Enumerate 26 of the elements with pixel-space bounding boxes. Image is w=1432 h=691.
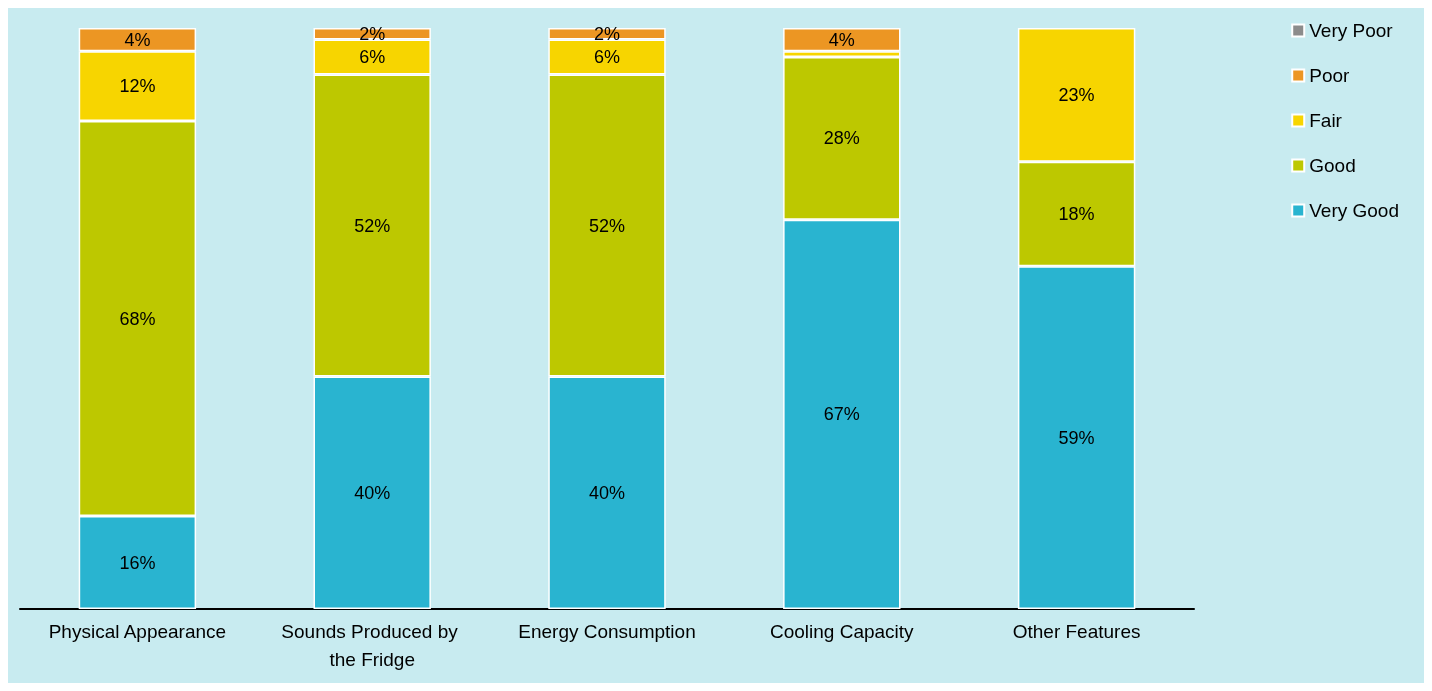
legend-label: Fair: [1309, 110, 1343, 131]
data-label: 68%: [119, 308, 156, 329]
data-label: 52%: [354, 215, 391, 236]
data-label: 12%: [119, 76, 156, 97]
legend-label: Very Good: [1309, 200, 1399, 221]
x-tick-label: Sounds Produced by the Fridge: [281, 620, 464, 670]
legend-label: Very Poor: [1309, 20, 1394, 41]
data-label: 18%: [1058, 203, 1095, 224]
data-label: 28%: [823, 128, 860, 149]
x-tick-label: Physical Appearance: [48, 620, 227, 642]
x-tick-label: Cooling Capacity: [769, 620, 915, 642]
data-label: 40%: [354, 482, 391, 503]
data-label: 4%: [828, 29, 855, 50]
data-label: 16%: [119, 552, 156, 573]
data-label: 23%: [1058, 84, 1095, 105]
data-label: 67%: [823, 404, 860, 425]
data-label: 6%: [359, 47, 386, 68]
legend-label: Poor: [1309, 65, 1351, 86]
x-tick-label: Energy Consumption: [518, 620, 696, 642]
data-label: 40%: [588, 482, 626, 503]
data-label: 59%: [1058, 427, 1095, 448]
legend-label: Good: [1309, 155, 1356, 176]
x-tick-label: Other Features: [1012, 620, 1141, 642]
data-label: 6%: [593, 47, 621, 68]
data-label: 52%: [588, 215, 626, 236]
data-label: 4%: [124, 29, 151, 50]
